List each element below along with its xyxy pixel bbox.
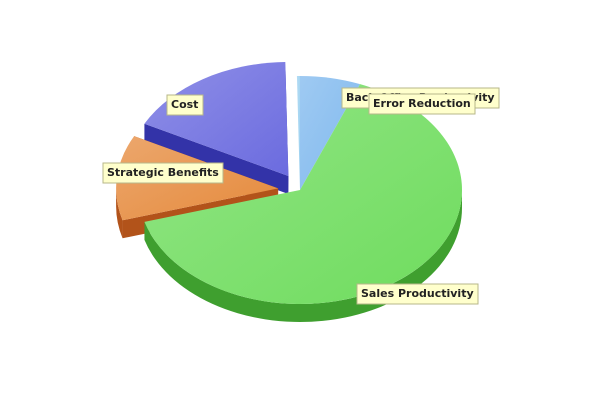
- pie-label-text: Error Reduction: [373, 97, 471, 110]
- pie-slices: [116, 62, 462, 305]
- pie-label-box: [166, 94, 204, 116]
- pie-label-box: [102, 162, 224, 184]
- pie-label-text: Sales Productivity: [361, 287, 474, 300]
- pie-slice-sales-productivity: [144, 84, 462, 305]
- pie-label-text: Strategic Benefits: [107, 166, 219, 179]
- pie-label-strategic-benefits: Strategic Benefits: [102, 162, 224, 184]
- pie-label-cost: Cost: [166, 94, 204, 116]
- pie-slice-side-strategic-benefits: [116, 188, 123, 239]
- pie-labels: Back Office ProductivitySales Productivi…: [102, 87, 500, 305]
- pie-slice-edge-cost: [144, 123, 289, 194]
- pie-label-sales-productivity: Sales Productivity: [356, 283, 479, 305]
- pie-slice-error-reduction: [296, 76, 300, 190]
- pie-label-error-reduction: Error Reduction: [368, 93, 476, 115]
- pie-slice-cost: [144, 62, 289, 176]
- pie-label-box: [356, 283, 479, 305]
- pie-label-text: Cost: [171, 98, 198, 111]
- pie-label-box: [368, 93, 476, 115]
